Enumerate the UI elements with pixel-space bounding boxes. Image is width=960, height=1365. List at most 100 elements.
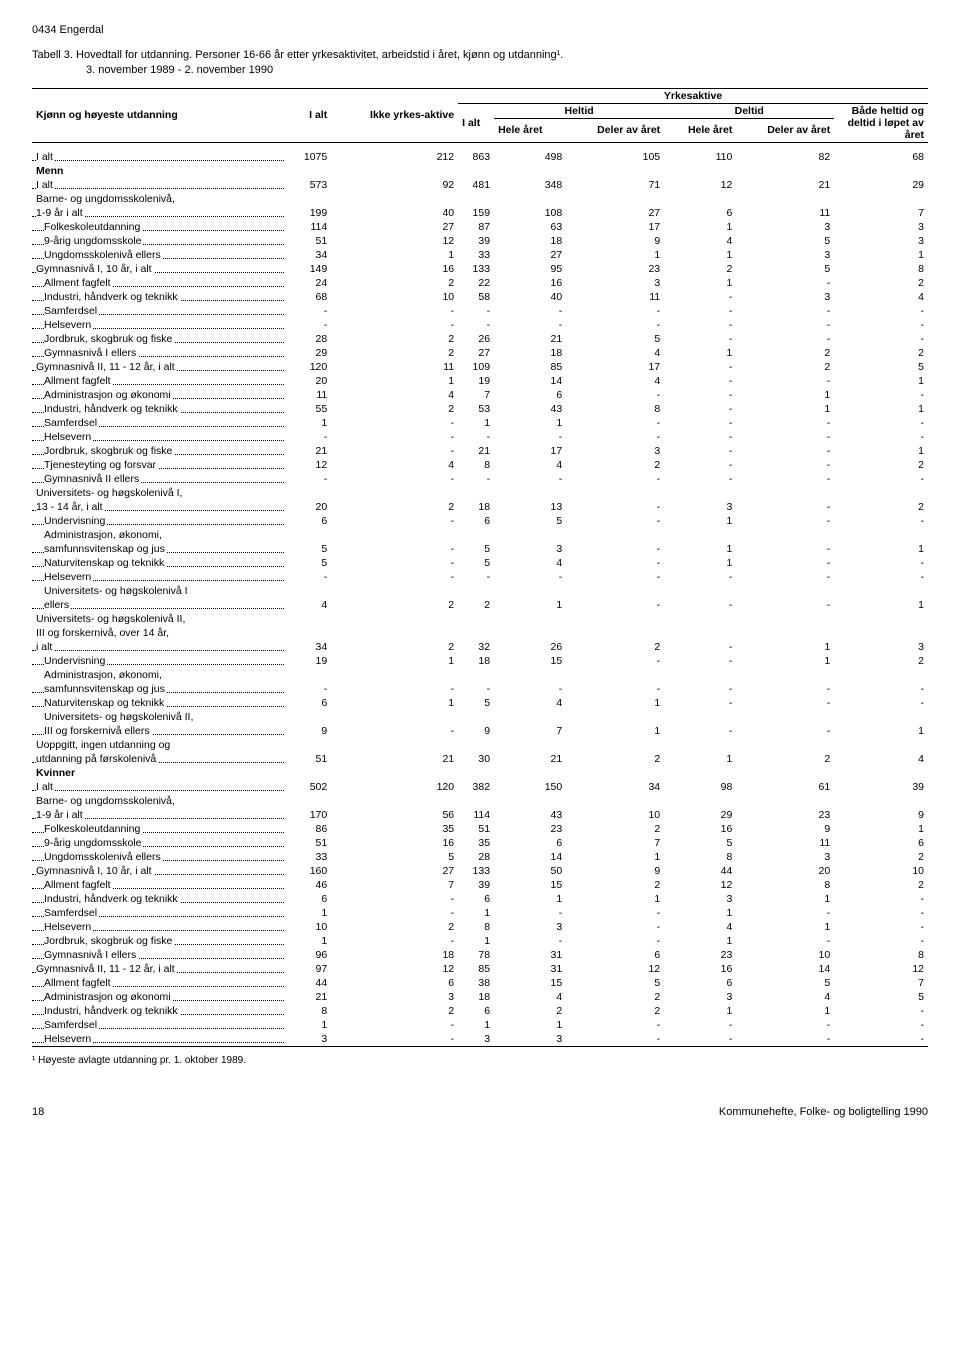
row-label: 1-9 år i alt	[32, 808, 288, 822]
cell-value: 21	[458, 444, 494, 458]
cell-value: -	[494, 430, 566, 444]
cell-value: -	[664, 430, 736, 444]
cell-value: 44	[288, 976, 331, 990]
cell-value: 105	[566, 145, 664, 164]
row-label: Gymnasnivå I ellers	[32, 948, 288, 962]
cell-value: 21	[288, 444, 331, 458]
table-row: Undervisning6-65-1--	[32, 514, 928, 528]
cell-value: 6	[458, 1004, 494, 1018]
cell-value: 34	[288, 248, 331, 262]
table-row: Barne- og ungdomsskolenivå,	[32, 794, 928, 808]
table-row: Gymnasnivå II ellers--------	[32, 472, 928, 486]
cell-value: -	[458, 318, 494, 332]
table-row: 9-årig ungdomsskole511239189453	[32, 234, 928, 248]
cell-value: 16	[331, 262, 458, 276]
cell-value: 14	[736, 962, 834, 976]
cell-value: 1	[288, 934, 331, 948]
table-row: Universitets- og høgskolenivå II,	[32, 710, 928, 724]
cell-value: 95	[494, 262, 566, 276]
cell-value: -	[331, 304, 458, 318]
cell-value: 44	[664, 864, 736, 878]
row-label: Samferdsel	[32, 304, 288, 318]
cell-value: 170	[288, 808, 331, 822]
cell-value: 7	[458, 388, 494, 402]
table-row: Universitets- og høgskolenivå II,	[32, 612, 928, 626]
cell-value: 6	[834, 836, 928, 850]
table-row: Gymnasnivå II, 11 - 12 år, i alt12011109…	[32, 360, 928, 374]
cell-value: 4	[331, 458, 458, 472]
cell-value: -	[288, 318, 331, 332]
cell-value: -	[331, 682, 458, 696]
cell-value: 5	[566, 332, 664, 346]
cell-value: 2	[458, 598, 494, 612]
cell-value: 1	[664, 276, 736, 290]
cell-value: 1	[288, 416, 331, 430]
table-row: Naturvitenskap og teknikk5-54-1--	[32, 556, 928, 570]
cell-value: -	[736, 416, 834, 430]
cell-value: 68	[288, 290, 331, 304]
cell-value: -	[664, 458, 736, 472]
cell-value: 149	[288, 262, 331, 276]
cell-value: -	[664, 360, 736, 374]
table-row: utdanning på førskolenivå512130212124	[32, 752, 928, 766]
cell-value: 15	[494, 654, 566, 668]
cell-value: 160	[288, 864, 331, 878]
cell-value: 1	[494, 416, 566, 430]
cell-value: 7	[834, 206, 928, 220]
cell-value: -	[664, 332, 736, 346]
cell-value: 573	[288, 178, 331, 192]
cell-value: 5	[288, 542, 331, 556]
cell-value: 5	[664, 836, 736, 850]
cell-value: 2	[331, 402, 458, 416]
footer-page-number: 18	[32, 1106, 44, 1118]
cell-value: 2	[566, 822, 664, 836]
cell-value: 11	[288, 388, 331, 402]
cell-value: 1	[566, 892, 664, 906]
cell-value: -	[494, 318, 566, 332]
cell-value: 20	[288, 374, 331, 388]
table-row: I alt50212038215034986139	[32, 780, 928, 794]
row-label: 1-9 år i alt	[32, 206, 288, 220]
table-row: I alt10752128634981051108268	[32, 145, 928, 164]
row-label: Tjenesteyting og forsvar	[32, 458, 288, 472]
row-label: Naturvitenskap og teknikk	[32, 696, 288, 710]
table-row: Helsevern3-33----	[32, 1032, 928, 1047]
cell-value: 71	[566, 178, 664, 192]
cell-value: 1	[834, 402, 928, 416]
row-label: Gymnasnivå I, 10 år, i alt	[32, 262, 288, 276]
cell-value: 4	[494, 990, 566, 1004]
row-label: Allment fagfelt	[32, 878, 288, 892]
cell-value: 12	[331, 962, 458, 976]
cell-value: -	[566, 920, 664, 934]
cell-value: 1	[664, 542, 736, 556]
cell-value: 4	[494, 458, 566, 472]
cell-value: 3	[458, 1032, 494, 1047]
cell-value: 11	[566, 290, 664, 304]
cell-value: -	[664, 696, 736, 710]
cell-value: 28	[288, 332, 331, 346]
cell-value: 5	[458, 556, 494, 570]
table-row: samfunnsvitenskap og jus5-53-1-1	[32, 542, 928, 556]
cell-value: 2	[834, 346, 928, 360]
head-ialt: I alt	[288, 88, 331, 142]
cell-value: 133	[458, 262, 494, 276]
cell-value: 2	[834, 850, 928, 864]
cell-value: -	[288, 304, 331, 318]
cell-value: 12	[288, 458, 331, 472]
cell-value: 5	[458, 542, 494, 556]
cell-value: 1	[736, 1004, 834, 1018]
cell-value: 114	[458, 808, 494, 822]
cell-value: 27	[331, 864, 458, 878]
cell-value: 1	[834, 444, 928, 458]
row-label: Industri, håndverk og teknikk	[32, 1004, 288, 1018]
cell-value: -	[736, 934, 834, 948]
table-row: 9-årig ungdomsskole511635675116	[32, 836, 928, 850]
row-label: Industri, håndverk og teknikk	[32, 402, 288, 416]
table-row: Samferdsel1-11----	[32, 416, 928, 430]
cell-value: -	[458, 304, 494, 318]
cell-value: 15	[494, 976, 566, 990]
subhead-label: Administrasjon, økonomi,	[32, 528, 928, 542]
table-row: Menn	[32, 164, 928, 178]
row-label: 9-årig ungdomsskole	[32, 836, 288, 850]
cell-value: 46	[288, 878, 331, 892]
